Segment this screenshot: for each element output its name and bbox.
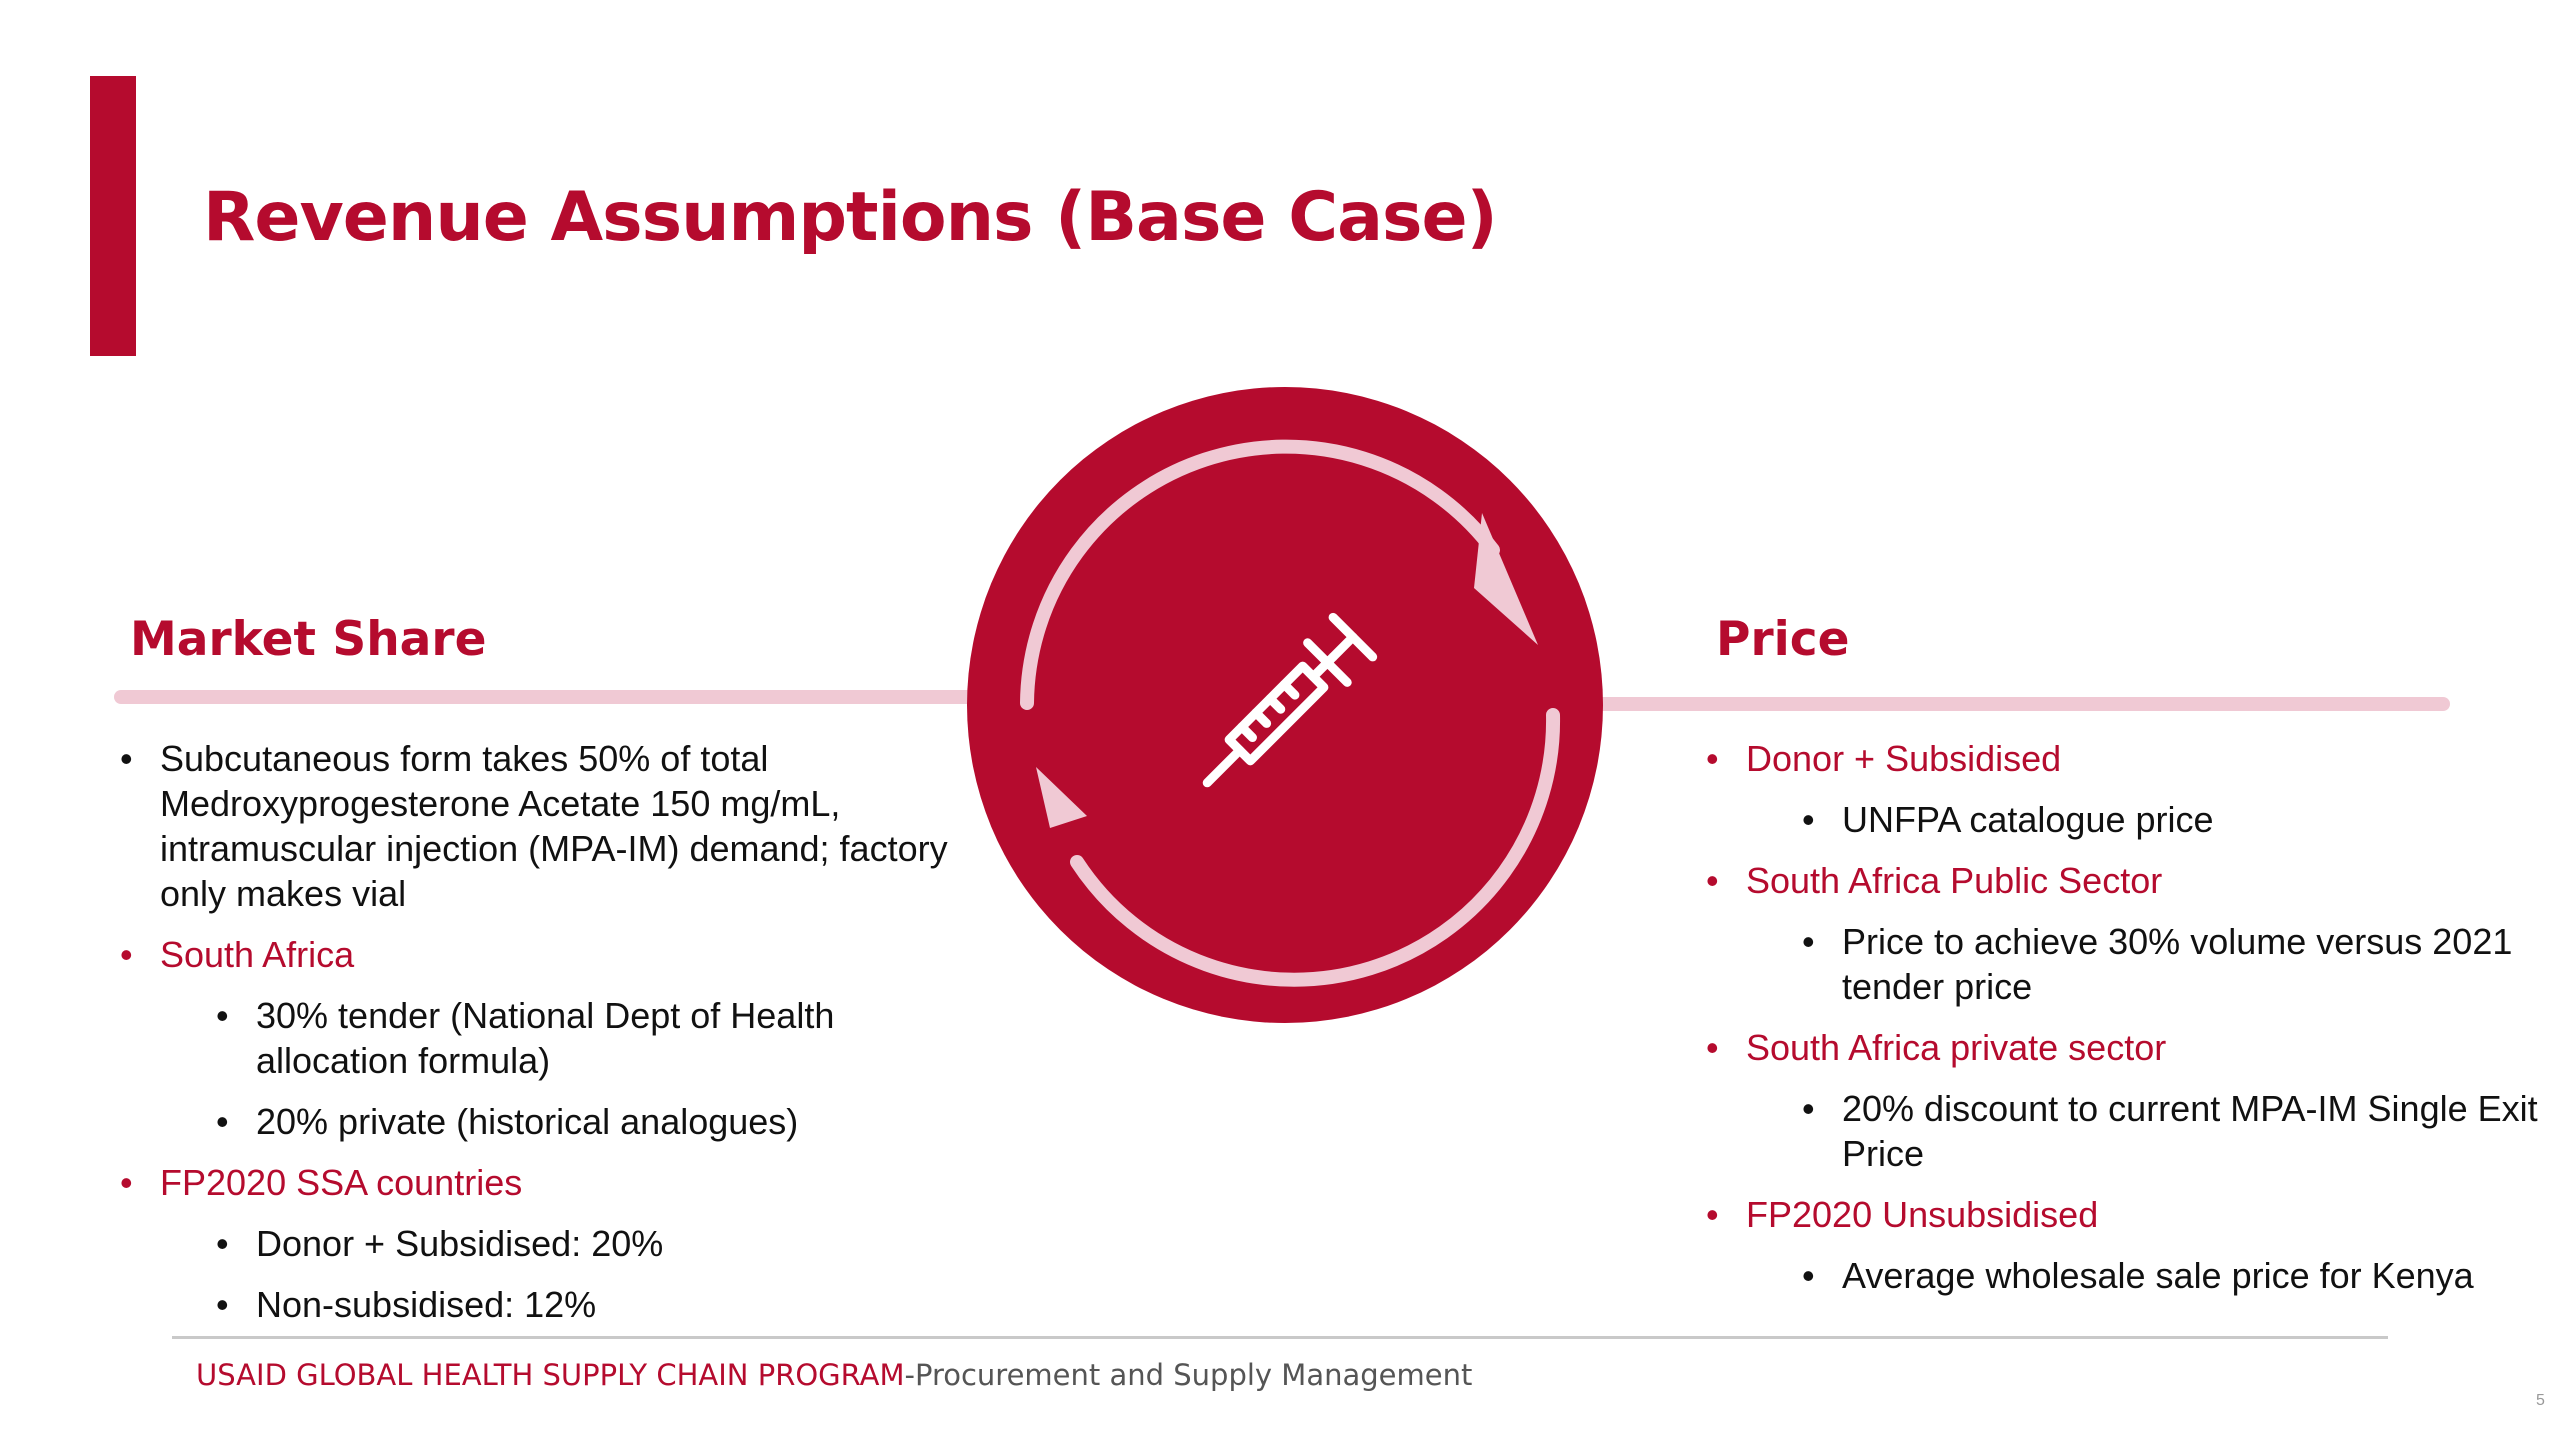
market-share-heading: Market Share — [130, 612, 487, 667]
footer: USAID GLOBAL HEALTH SUPPLY CHAIN PROGRAM… — [196, 1358, 1472, 1392]
price-bullet-level1: South Africa private sector — [1706, 1025, 2546, 1070]
market-share-bullet-level2: 30% tender (National Dept of Health allo… — [120, 993, 960, 1083]
footer-subtitle: -Procurement and Supply Management — [904, 1358, 1473, 1392]
price-bullet-level2: UNFPA catalogue price — [1706, 797, 2546, 842]
price-bullet-level1: FP2020 Unsubsidised — [1706, 1192, 2546, 1237]
market-share-divider — [114, 690, 1024, 704]
market-share-bullet-level2: 20% private (historical analogues) — [120, 1099, 960, 1144]
price-divider — [1540, 697, 2450, 711]
market-share-list: Subcutaneous form takes 50% of total Med… — [120, 736, 960, 1343]
cycle-arrows-icon — [1020, 439, 1561, 987]
syringe-icon — [1202, 612, 1378, 788]
cycle-graphic — [967, 387, 1603, 1023]
footer-divider — [172, 1336, 2388, 1339]
price-bullet-level2: Average wholesale sale price for Kenya — [1706, 1253, 2546, 1298]
price-bullet-level2: 20% discount to current MPA-IM Single Ex… — [1706, 1086, 2546, 1176]
page-number: 5 — [2536, 1392, 2545, 1409]
red-circle — [967, 387, 1603, 1023]
market-share-bullet-level1: South Africa — [120, 932, 960, 977]
market-share-bullet-level1: Subcutaneous form takes 50% of total Med… — [120, 736, 960, 916]
footer-program-name: USAID GLOBAL HEALTH SUPPLY CHAIN PROGRAM — [196, 1358, 905, 1392]
page-title: Revenue Assumptions (Base Case) — [203, 178, 1498, 257]
price-bullet-level2: Price to achieve 30% volume versus 2021 … — [1706, 919, 2546, 1009]
market-share-bullet-level2: Non-subsidised: 12% — [120, 1282, 960, 1327]
market-share-bullet-level2: Donor + Subsidised: 20% — [120, 1221, 960, 1266]
price-bullet-level1: South Africa Public Sector — [1706, 858, 2546, 903]
price-heading: Price — [1716, 612, 1850, 667]
market-share-bullet-level1: FP2020 SSA countries — [120, 1160, 960, 1205]
accent-bar — [90, 76, 136, 356]
price-list: Donor + Subsidised UNFPA catalogue price S… — [1706, 736, 2546, 1314]
price-bullet-level1: Donor + Subsidised — [1706, 736, 2546, 781]
